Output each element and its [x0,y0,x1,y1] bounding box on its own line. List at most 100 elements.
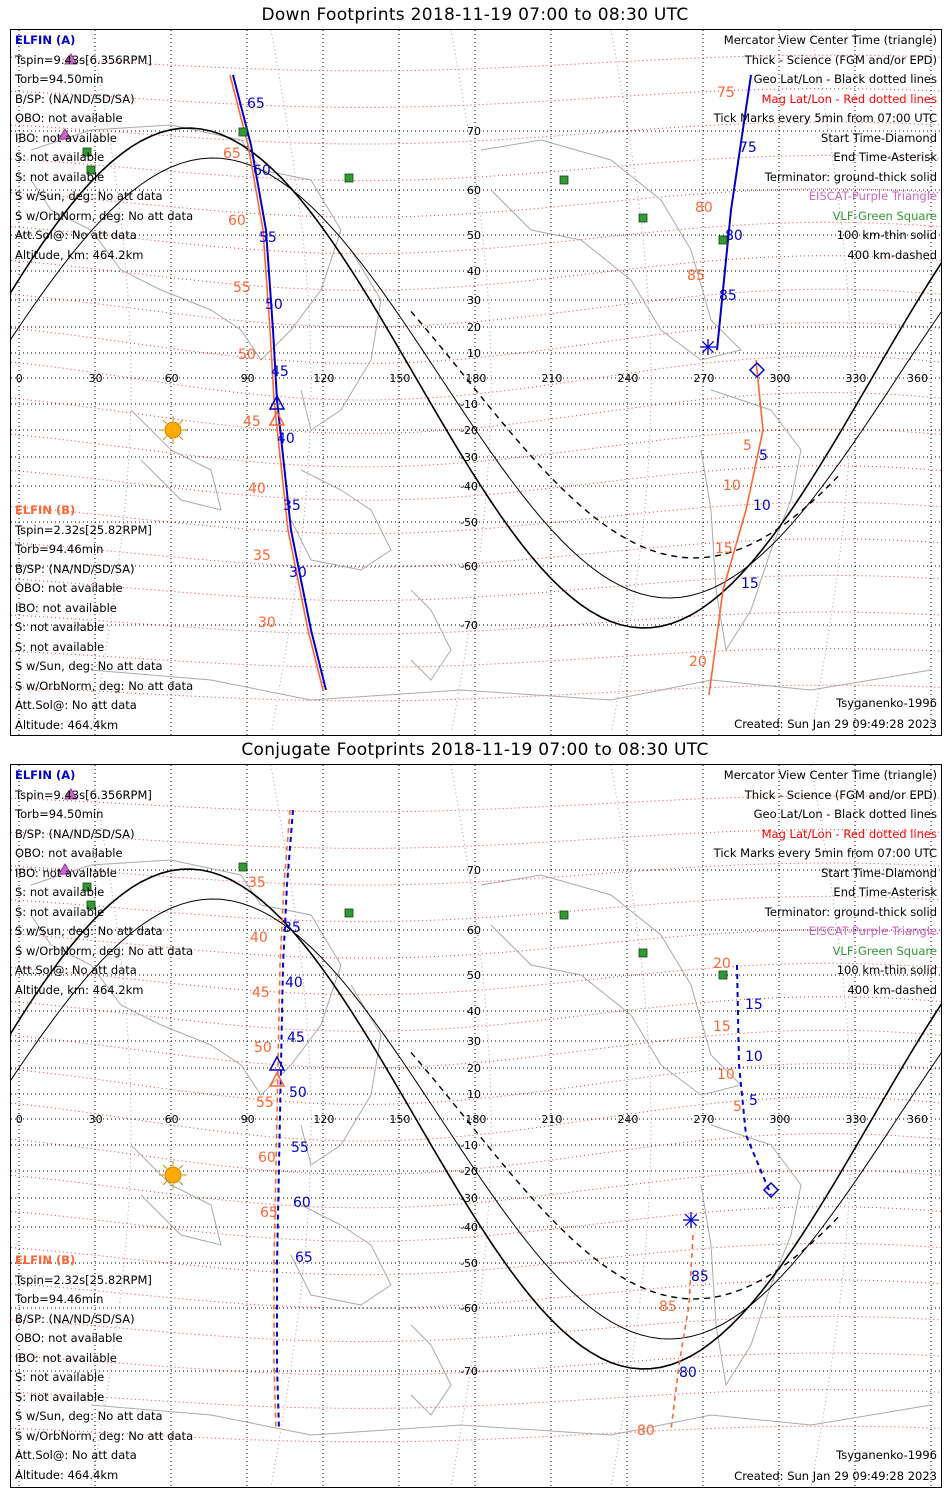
lon-tick-label: 360 [907,372,928,385]
track-label-b: 50 [254,1040,272,1056]
lat-tick-label: -50 [460,516,478,529]
lat-tick-label: -30 [460,1192,478,1205]
end-asterisk-icon [701,340,715,354]
vlf-square-icon [86,165,96,175]
lon-tick-label: 240 [617,1113,638,1126]
coastline [90,1404,932,1436]
legend-line: EISCAT-Purple Triangle [808,189,937,203]
info-line: Altitude, km: 464.2km [15,982,144,997]
track-label-b: 65 [260,1205,278,1221]
terminator-400km-line [410,1051,842,1300]
track-label-a: 60 [253,163,271,179]
info-line: S: not available [15,620,105,634]
info-line: IBO: not available [15,600,117,615]
info-line: S: not available [15,150,105,164]
eiscat-triangle-icon [64,788,78,800]
sun-ray-icon [179,419,184,424]
track-label-b: 35 [248,875,266,891]
legend-line: Geo Lat/Lon - Black dotted lines [753,807,937,821]
lon-tick-label: 30 [89,1113,103,1126]
info-line: B/SP: (NA/ND/SD/SA) [15,1311,135,1326]
sun-ray-icon [179,436,184,441]
info-line: IBO: not available [15,1350,117,1365]
track-label-b: 15 [713,1019,731,1035]
track-label-b: 75 [717,85,735,101]
lon-tick-label: 180 [465,1113,486,1126]
info-line: IBO: not available [15,130,117,145]
lon-tick-label: 270 [693,372,714,385]
lat-tick-label: 60 [467,924,481,937]
legend-line: Geo Lat/Lon - Black dotted lines [753,72,937,86]
track-label-a: 30 [289,565,307,581]
coastline [30,859,342,1096]
track-label-b: 45 [243,414,261,430]
elfin-a-track [736,964,772,1196]
track-label-a: 50 [265,297,283,313]
track-label-a: 45 [271,364,289,380]
mag-latitude-line [11,895,941,923]
lon-tick-label: 0 [16,1113,23,1126]
lon-tick-label: 270 [693,1113,714,1126]
mag-latitude-line [11,392,941,434]
center-triangle-icon [268,1055,286,1071]
track-label-a: 15 [745,997,763,1013]
lat-tick-label: -40 [460,480,478,493]
info-line: B/SP: (NA/ND/SD/SA) [15,561,135,576]
map-panel-conjugate: 35 40 45 50 55 60 65 35 40 45 50 55 60 65 15 10 5 85 80 20 1… [10,764,942,1488]
track-label-a: 85 [691,1269,709,1285]
mag-latitude-line [11,1315,941,1343]
legend-line: 100 km-thin solid [836,963,937,977]
lat-tick-label: 50 [467,969,481,982]
info-line: B/SP: (NA/ND/SD/SA) [15,91,135,106]
lon-tick-label: 330 [845,372,866,385]
track-label-a: 5 [749,1093,758,1109]
eiscat-triangle-icon [64,53,78,65]
mag-latitude-line [11,611,941,635]
info-line: Altitude: 464.4km [15,1467,119,1482]
vlf-square-icon [86,900,96,910]
info-line: S: not available [15,904,105,919]
vlf-square-icon [559,910,569,920]
sun-ray-icon [179,1181,184,1186]
mag-latitude-line [11,574,941,602]
elfin-a-track [232,74,327,691]
geo-grid [11,30,941,735]
info-line: S: not available [15,1389,105,1404]
mag-latitude-line [11,154,941,182]
legend-line: Mercator View Center Time (triangle) [723,33,937,47]
track-label-b: 85 [687,268,705,284]
mag-latitude-line [11,288,941,328]
legend-line: Thick - Science (FGM and/or EPD) [744,52,937,67]
lat-tick-label: 40 [467,265,481,278]
sun-ray-icon [162,419,167,424]
mag-latitude-line [11,1096,941,1142]
info-line: Torb=94.50min [15,807,104,821]
elfin-b-name: ELFIN (B) [15,1253,76,1267]
coastline [290,469,392,571]
elfin-b-info: ELFIN (B) Tspin=2.32s[25.82RPM] Torb=94.… [15,501,193,735]
created-label: Created: Sun Jan 29 09:49:28 2023 [734,717,937,731]
vlf-square-icon [638,948,648,958]
mag-grid [11,30,941,731]
track-label-a: 10 [745,1049,763,1065]
track-label-b: 60 [228,213,246,229]
vlf-square-icon [238,862,248,872]
lat-tick-label: 10 [467,347,481,360]
lon-tick-label: 30 [89,372,103,385]
info-line: Tspin=9.43s[6.356RPM] [15,787,152,802]
lat-tick-label: 20 [467,1062,481,1075]
track-label-a: 15 [741,576,759,592]
info-line: Att.Sol@: No att data [15,963,137,977]
coastline [410,1324,452,1416]
mag-latitude-line [11,1169,941,1209]
eiscat-triangle-icon [58,128,72,140]
track-label-a: 85 [719,288,737,304]
track-label-b: 65 [223,146,241,162]
track-label-b: 80 [695,200,713,216]
track-label-b: 55 [233,280,251,296]
sun-ray-icon [162,1181,167,1186]
info-line: S: not available [15,639,105,654]
lat-tick-label: 40 [467,1005,481,1018]
mag-latitude-line [11,355,941,401]
track-label-a: 35 [283,920,301,936]
